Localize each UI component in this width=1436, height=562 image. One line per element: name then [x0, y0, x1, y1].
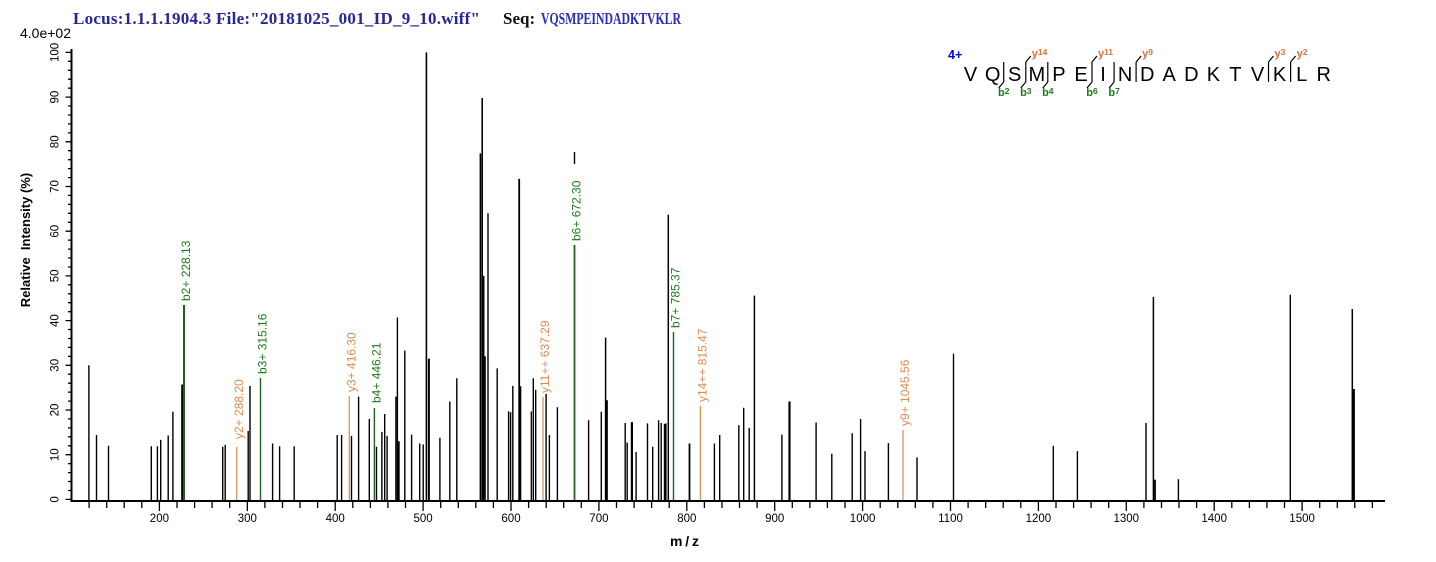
svg-text:70: 70	[50, 180, 62, 193]
svg-text:1000: 1000	[850, 513, 876, 525]
svg-text:300: 300	[238, 513, 257, 525]
svg-text:10: 10	[50, 448, 62, 461]
svg-text:500: 500	[414, 513, 433, 525]
svg-text:D: D	[1184, 64, 1198, 86]
svg-text:K: K	[1273, 64, 1287, 86]
svg-text:400: 400	[326, 513, 345, 525]
svg-text:N: N	[1118, 64, 1132, 86]
svg-text:100: 100	[50, 43, 62, 62]
svg-text:20: 20	[50, 404, 62, 417]
svg-text:VQSMPEINDADKTVKLR: VQSMPEINDADKTVKLR	[541, 9, 682, 28]
svg-text:700: 700	[589, 513, 608, 525]
svg-text:I: I	[1100, 64, 1106, 86]
svg-text:b2+ 228.13: b2+ 228.13	[179, 240, 193, 301]
svg-text:y14: y14	[1032, 47, 1048, 60]
svg-text:1500: 1500	[1289, 513, 1315, 525]
svg-text:y9+ 1045.56: y9+ 1045.56	[898, 359, 912, 426]
svg-text:b7: b7	[1108, 86, 1120, 99]
svg-text:K: K	[1207, 64, 1221, 86]
svg-text:800: 800	[677, 513, 696, 525]
svg-text:4+: 4+	[948, 48, 962, 62]
svg-text:30: 30	[50, 359, 62, 372]
svg-text:Seq:: Seq:	[503, 9, 535, 28]
svg-text:M: M	[1028, 64, 1045, 86]
svg-text:0: 0	[50, 496, 62, 502]
svg-text:y2+ 288.20: y2+ 288.20	[232, 379, 246, 439]
svg-text:b4+ 446.21: b4+ 446.21	[370, 342, 384, 403]
svg-text:y11: y11	[1098, 47, 1113, 60]
svg-text:Locus:1.1.1.1904.3 File:"20181: Locus:1.1.1.1904.3 File:"20181025_001_ID…	[73, 9, 480, 28]
svg-text:90: 90	[50, 91, 62, 104]
svg-text:b6+ 672.30: b6+ 672.30	[570, 180, 584, 241]
svg-text:1200: 1200	[1026, 513, 1052, 525]
svg-text:y3: y3	[1275, 47, 1286, 60]
svg-text:b4: b4	[1042, 86, 1054, 99]
svg-text:A: A	[1163, 64, 1177, 86]
svg-text:y14++ 815.47: y14++ 815.47	[696, 328, 710, 402]
svg-text:60: 60	[50, 225, 62, 238]
svg-text:1100: 1100	[938, 513, 963, 525]
svg-text:P: P	[1052, 64, 1065, 86]
svg-text:y3+ 416.30: y3+ 416.30	[345, 332, 359, 392]
svg-text:S: S	[1008, 64, 1021, 86]
svg-text:200: 200	[150, 513, 169, 525]
svg-text:b3: b3	[1020, 86, 1032, 99]
svg-text:D: D	[1140, 64, 1154, 86]
svg-text:y9: y9	[1142, 47, 1153, 60]
svg-text:V: V	[964, 64, 978, 86]
svg-text:y11++ 637.29: y11++ 637.29	[538, 320, 552, 393]
svg-text:900: 900	[765, 513, 784, 525]
svg-text:m / z: m / z	[670, 533, 699, 549]
svg-text:50: 50	[50, 270, 62, 283]
svg-text:40: 40	[50, 314, 62, 327]
svg-text:b6: b6	[1086, 86, 1098, 99]
svg-text:V: V	[1251, 64, 1265, 86]
svg-text:b3+ 315.16: b3+ 315.16	[256, 313, 270, 374]
svg-text:80: 80	[50, 135, 62, 148]
svg-text:1400: 1400	[1201, 513, 1227, 525]
svg-text:Relative Intensity (%): Relative Intensity (%)	[18, 173, 33, 307]
svg-text:1300: 1300	[1114, 513, 1140, 525]
svg-text:R: R	[1316, 64, 1330, 86]
svg-text:T: T	[1229, 64, 1241, 86]
svg-text:E: E	[1074, 64, 1087, 86]
svg-text:4.0e+02: 4.0e+02	[20, 25, 71, 41]
svg-text:L: L	[1296, 64, 1307, 86]
svg-text:b7+ 785.37: b7+ 785.37	[669, 267, 683, 328]
svg-text:y2: y2	[1297, 47, 1308, 60]
svg-text:b2: b2	[998, 86, 1010, 99]
svg-text:Q: Q	[985, 64, 1001, 86]
svg-text:600: 600	[501, 513, 520, 525]
